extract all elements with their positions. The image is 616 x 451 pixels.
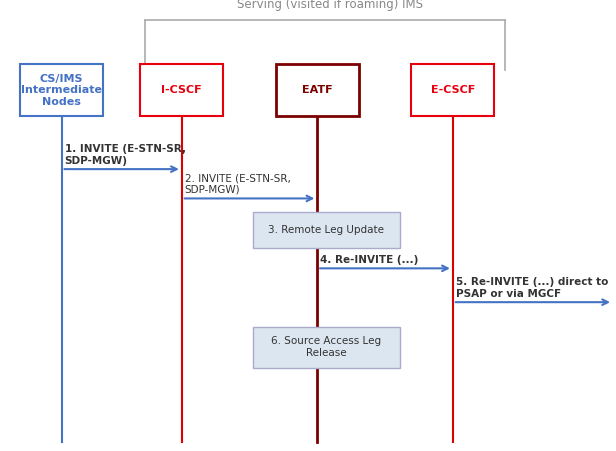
FancyBboxPatch shape: [411, 64, 494, 116]
Text: 1. INVITE (E-STN-SR,
SDP-MGW): 1. INVITE (E-STN-SR, SDP-MGW): [65, 144, 185, 166]
Text: 3. Remote Leg Update: 3. Remote Leg Update: [269, 225, 384, 235]
Text: Serving (visited if roaming) IMS: Serving (visited if roaming) IMS: [237, 0, 423, 11]
Text: CS/IMS
Intermediate
Nodes: CS/IMS Intermediate Nodes: [21, 74, 102, 107]
Text: 2. INVITE (E-STN-SR,
SDP-MGW): 2. INVITE (E-STN-SR, SDP-MGW): [185, 173, 291, 195]
Text: E-CSCF: E-CSCF: [431, 85, 475, 95]
Text: 5. Re-INVITE (...) direct to
PSAP or via MGCF: 5. Re-INVITE (...) direct to PSAP or via…: [456, 277, 608, 299]
FancyBboxPatch shape: [276, 64, 359, 116]
FancyBboxPatch shape: [20, 64, 103, 116]
Text: 4. Re-INVITE (...): 4. Re-INVITE (...): [320, 255, 419, 265]
Text: I-CSCF: I-CSCF: [161, 85, 202, 95]
FancyBboxPatch shape: [140, 64, 223, 116]
FancyBboxPatch shape: [253, 212, 400, 248]
FancyBboxPatch shape: [253, 327, 400, 368]
Text: 6. Source Access Leg
Release: 6. Source Access Leg Release: [272, 336, 381, 358]
Text: EATF: EATF: [302, 85, 333, 95]
